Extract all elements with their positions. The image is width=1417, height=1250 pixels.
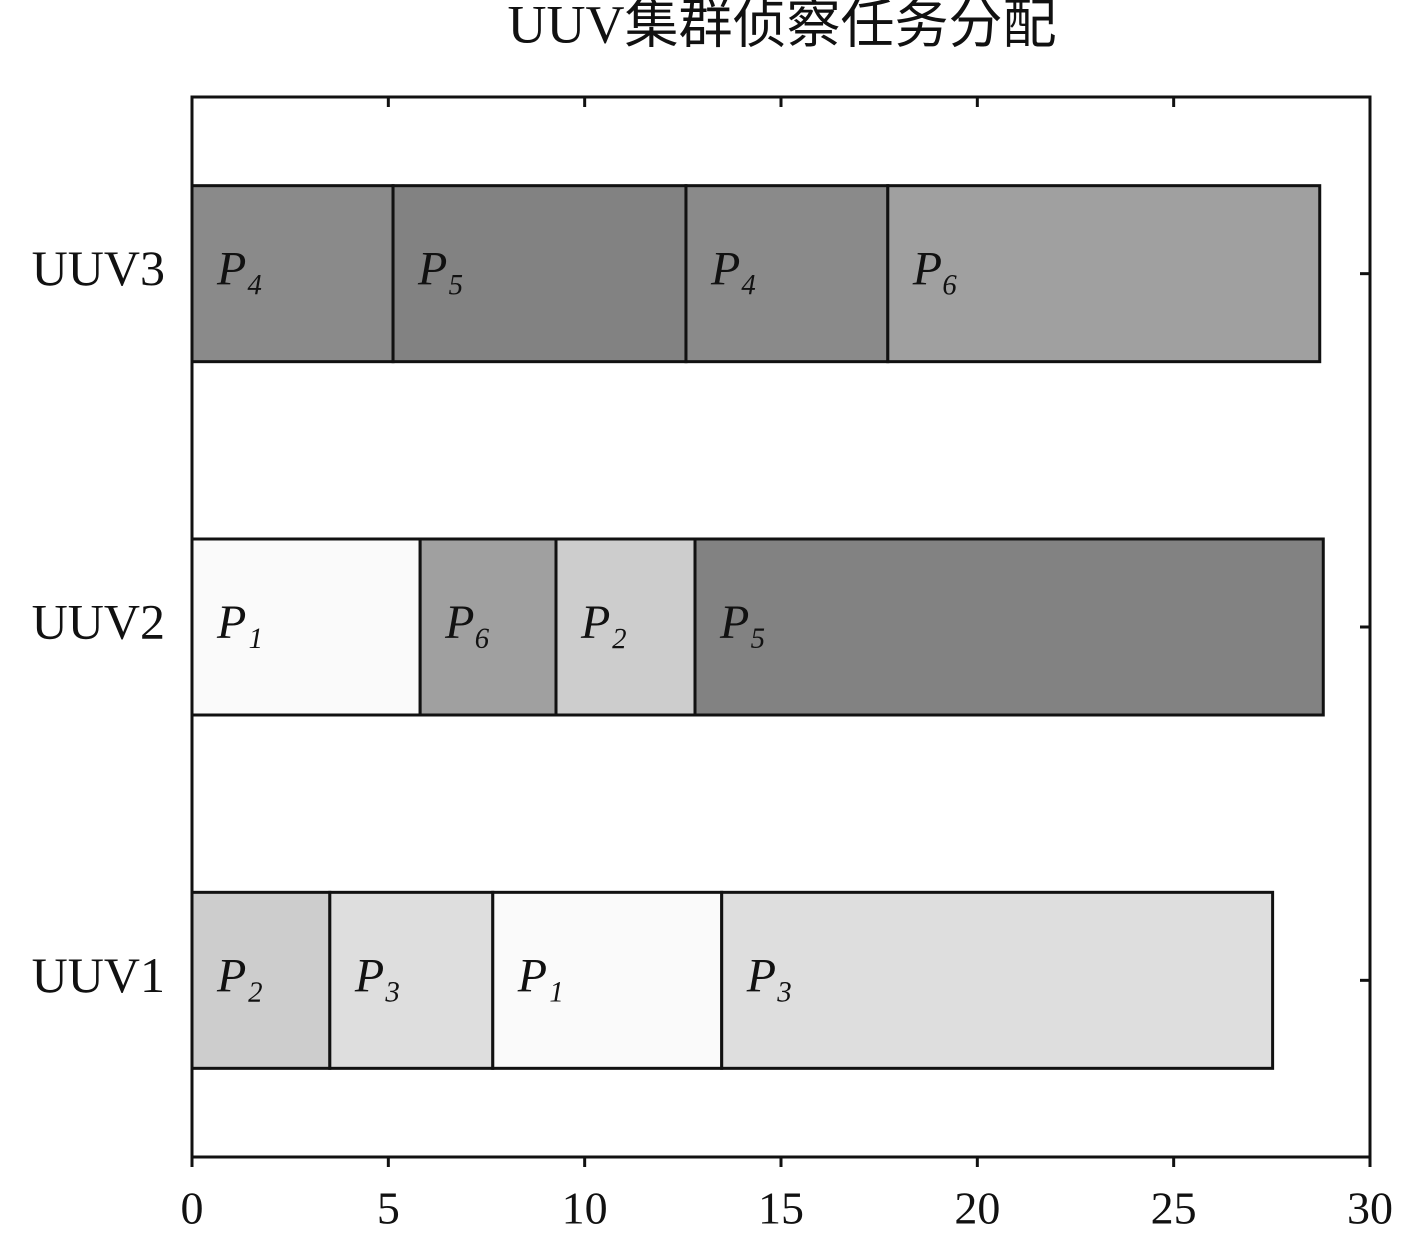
gantt-segment bbox=[491, 890, 724, 1070]
segment-label: P₄ bbox=[216, 243, 263, 296]
y-tick-label: UUV3 bbox=[32, 240, 165, 296]
segment-label: P₆ bbox=[444, 596, 491, 649]
x-tick-label: 0 bbox=[181, 1183, 204, 1234]
segment-label: P₅ bbox=[417, 243, 464, 296]
gantt-segment bbox=[418, 537, 558, 717]
chart-title: UUV集群侦察任务分配 bbox=[508, 0, 1057, 54]
x-tick-label: 25 bbox=[1151, 1183, 1197, 1234]
segment-label: P₅ bbox=[719, 596, 766, 649]
x-tick-label: 30 bbox=[1347, 1183, 1393, 1234]
x-tick-label: 5 bbox=[377, 1183, 400, 1234]
gantt-segment bbox=[554, 537, 697, 717]
segment-label: P₁ bbox=[517, 949, 564, 1002]
gantt-segment bbox=[684, 184, 890, 364]
y-tick-label: UUV1 bbox=[32, 947, 165, 1003]
segment-label: P₃ bbox=[746, 949, 793, 1002]
gantt-segment bbox=[391, 184, 688, 364]
segment-label: P₁ bbox=[216, 596, 263, 649]
segment-label: P₃ bbox=[354, 949, 401, 1002]
segment-label: P₄ bbox=[710, 243, 757, 296]
x-tick-label: 20 bbox=[954, 1183, 1000, 1234]
segment-label: P₂ bbox=[216, 949, 263, 1002]
gantt-segment bbox=[720, 890, 1275, 1070]
gantt-segment bbox=[190, 184, 395, 364]
gantt-segment bbox=[328, 890, 495, 1070]
x-tick-label: 10 bbox=[562, 1183, 608, 1234]
segment-label: P₂ bbox=[580, 596, 627, 649]
segment-label: P₆ bbox=[912, 243, 959, 296]
gantt-segment bbox=[190, 890, 332, 1070]
gantt-segment bbox=[886, 184, 1322, 364]
y-tick-label: UUV2 bbox=[32, 593, 165, 649]
gantt-segment bbox=[693, 537, 1325, 717]
gantt-segment bbox=[190, 537, 422, 717]
x-tick-label: 15 bbox=[758, 1183, 804, 1234]
